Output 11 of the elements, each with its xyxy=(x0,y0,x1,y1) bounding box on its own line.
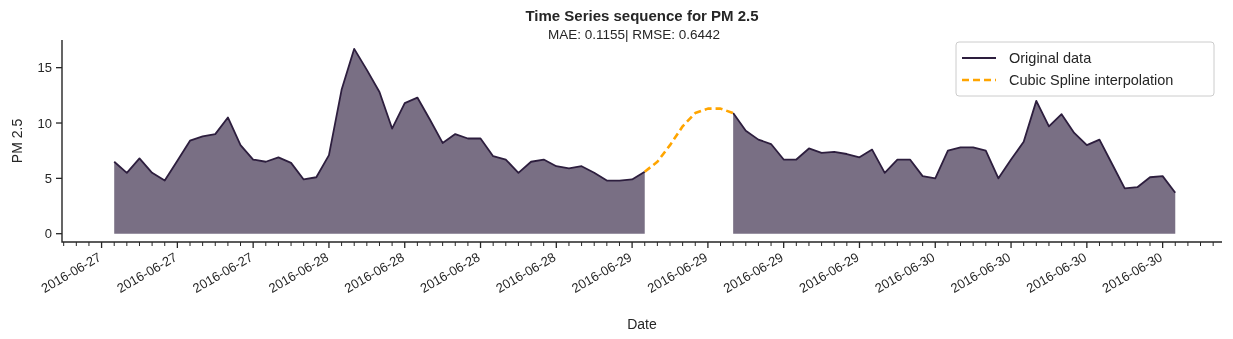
legend-label: Original data xyxy=(1009,50,1093,67)
chart-title: Time Series sequence for PM 2.5 xyxy=(525,7,759,24)
legend-label: Cubic Spline interpolation xyxy=(1009,72,1174,89)
y-axis-title: PM 2.5 xyxy=(9,118,25,164)
y-tick-label: 10 xyxy=(37,115,52,131)
line-series xyxy=(643,107,735,174)
y-tick-label: 0 xyxy=(44,226,52,242)
chart-subtitle: MAE: 0.1155| RMSE: 0.6442 xyxy=(547,27,721,42)
y-tick-label: 5 xyxy=(44,170,52,186)
y-tick-label: 15 xyxy=(37,60,52,76)
x-axis-title: Date xyxy=(627,316,657,332)
